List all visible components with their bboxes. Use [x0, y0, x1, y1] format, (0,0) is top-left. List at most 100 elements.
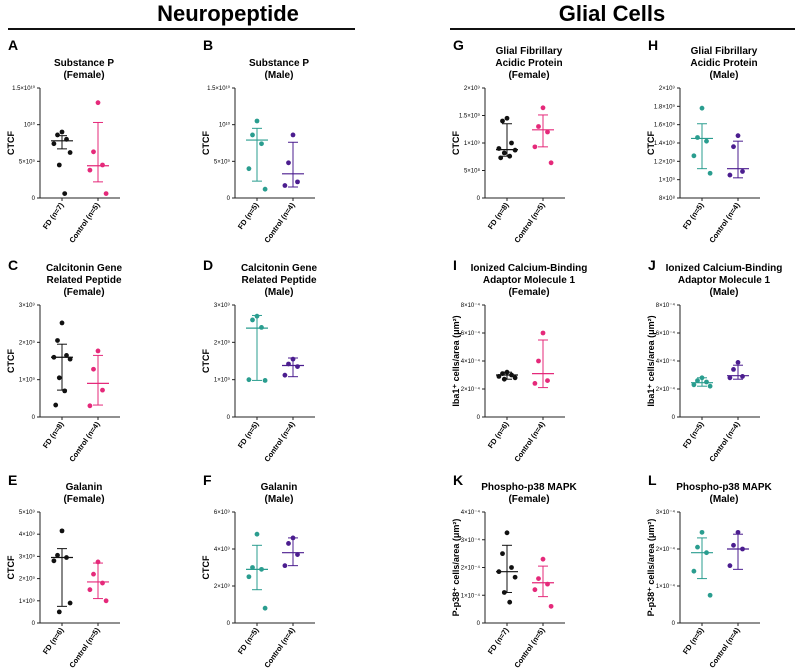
- panel-title-line: Ionized Calcium-Binding: [666, 263, 783, 274]
- y-tick-label: 3×10⁻⁴: [461, 537, 481, 544]
- y-tick-label: 2×10⁻⁴: [656, 546, 676, 553]
- data-point: [496, 374, 502, 379]
- data-point: [740, 546, 745, 552]
- data-point: [62, 388, 68, 394]
- data-point: [548, 160, 554, 166]
- data-point: [286, 160, 291, 166]
- y-tick-label: 1.8×10⁹: [654, 103, 676, 110]
- data-point: [740, 169, 745, 174]
- panel-l: L Phospho-p38 MAPK(Male) 0 1×10⁻⁴ 2×10⁻⁴ 3×10…: [646, 472, 773, 670]
- data-point: [540, 330, 546, 336]
- data-point: [290, 132, 296, 138]
- data-point: [56, 162, 62, 168]
- data-point: [727, 375, 733, 381]
- y-tick-label: 0: [32, 621, 36, 627]
- data-point: [262, 186, 268, 192]
- series-pink: [87, 100, 109, 197]
- x-tick-label: Control (n=5): [67, 201, 102, 245]
- x-tick-label: Control (n=5): [512, 201, 547, 245]
- panel-title-line: Related Peptide: [46, 275, 121, 286]
- x-tick-label: FD (n=5): [236, 201, 261, 231]
- y-tick-label: 1.2×10⁹: [654, 158, 676, 165]
- panel-letter: G: [453, 37, 464, 53]
- x-tick-label: Control (n=4): [707, 626, 742, 670]
- data-point: [262, 605, 268, 611]
- y-tick-label: 0: [227, 415, 231, 421]
- series-teal: [246, 118, 268, 192]
- data-point: [504, 369, 510, 375]
- data-point: [691, 382, 697, 388]
- y-tick-label: 0: [227, 621, 231, 627]
- data-point: [509, 140, 514, 146]
- data-point: [262, 378, 268, 383]
- panel-title-line: (Male): [265, 494, 294, 505]
- x-tick-label: FD (n=5): [681, 420, 706, 450]
- x-tick-label: FD (n=8): [41, 420, 66, 450]
- data-point: [295, 552, 300, 557]
- series-pink: [532, 330, 554, 389]
- data-point: [259, 566, 264, 572]
- data-point: [501, 150, 507, 156]
- data-point: [290, 535, 296, 541]
- data-point: [507, 153, 513, 159]
- panel-title-line: Calcitonin Gene: [46, 263, 123, 274]
- panel-title-line: Phospho-p38 MAPK: [676, 482, 772, 493]
- y-tick-label: 5×10⁹: [214, 158, 231, 165]
- panel-f: F Galanin(Male) 0 2×10⁹ 4×10⁹ 6×10⁹ CTCF FD (n=…: [201, 472, 315, 670]
- data-point: [704, 138, 709, 144]
- x-tick-label: FD (n=5): [681, 201, 706, 231]
- data-point: [501, 376, 507, 382]
- data-point: [59, 320, 65, 326]
- data-point: [64, 555, 69, 560]
- data-point: [51, 354, 57, 360]
- panel-title-line: Acidic Protein: [495, 58, 562, 69]
- y-tick-label: 2×10⁹: [214, 583, 231, 590]
- series-purple: [727, 133, 749, 179]
- data-point: [699, 375, 705, 381]
- data-point: [91, 366, 96, 372]
- section-title-glial-cells: Glial Cells: [559, 1, 665, 26]
- data-point: [250, 317, 255, 323]
- x-tick-label: Control (n=5): [512, 626, 547, 670]
- y-tick-label: 6×10⁻⁴: [461, 330, 481, 337]
- panel-title-line: (Female): [63, 494, 104, 505]
- data-point: [95, 348, 101, 354]
- data-point: [540, 105, 546, 111]
- data-point: [259, 141, 264, 147]
- data-point: [51, 558, 57, 564]
- y-tick-label: 1.4×10⁹: [654, 140, 676, 147]
- data-point: [501, 590, 507, 595]
- panel-title-line: (Male): [265, 70, 294, 81]
- y-tick-label: 0: [477, 621, 481, 627]
- data-point: [282, 183, 288, 188]
- data-point: [254, 118, 260, 124]
- y-tick-label: 0: [477, 196, 481, 202]
- y-axis-label: CTCF: [201, 555, 211, 579]
- data-point: [691, 568, 697, 574]
- data-point: [95, 559, 101, 565]
- data-point: [67, 150, 73, 155]
- y-tick-label: 2×10⁹: [214, 339, 231, 346]
- data-point: [727, 563, 733, 569]
- y-tick-label: 0: [672, 621, 676, 627]
- data-point: [56, 609, 62, 615]
- y-axis-label: CTCF: [201, 349, 211, 373]
- panel-letter: I: [453, 257, 457, 273]
- data-point: [91, 571, 96, 577]
- x-tick-label: Control (n=4): [512, 420, 547, 464]
- x-tick-label: Control (n=4): [707, 201, 742, 245]
- data-point: [259, 325, 264, 330]
- y-tick-label: 0: [32, 196, 36, 202]
- panel-letter: B: [203, 37, 213, 53]
- series-teal: [246, 531, 268, 611]
- y-axis-label: P-p38⁺ cells/area (μm²): [451, 519, 461, 617]
- panel-title-line: (Male): [710, 494, 739, 505]
- y-tick-label: 1×10⁹: [19, 598, 36, 605]
- data-point: [735, 133, 741, 139]
- panel-letter: H: [648, 37, 658, 53]
- data-point: [64, 353, 69, 358]
- y-tick-label: 0: [227, 196, 231, 202]
- data-point: [540, 556, 546, 562]
- data-point: [498, 155, 504, 161]
